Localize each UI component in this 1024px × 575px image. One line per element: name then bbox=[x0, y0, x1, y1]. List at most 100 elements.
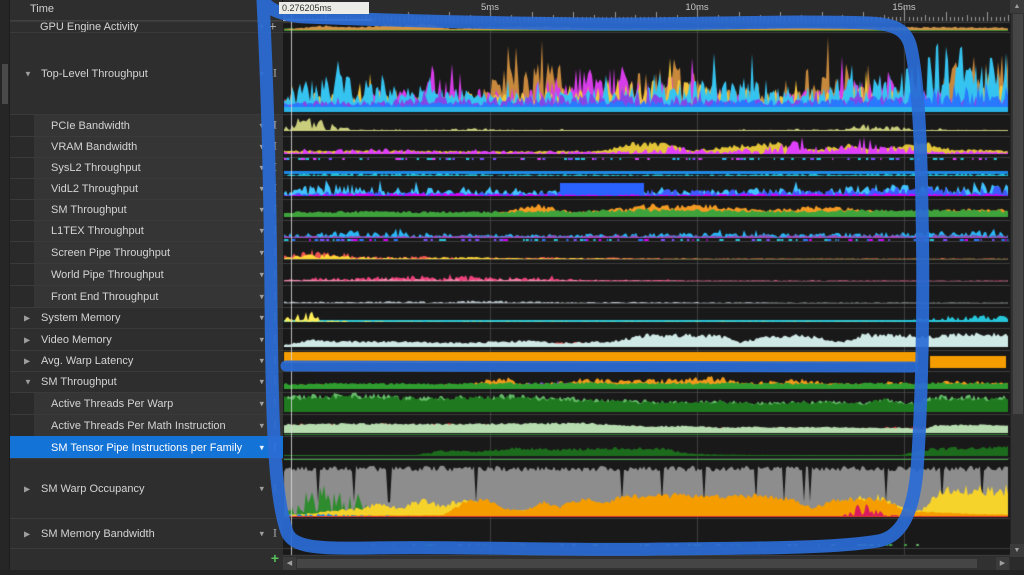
row-options-chevron-icon[interactable]: ▾ bbox=[259, 183, 264, 194]
collapsed-triangle-icon[interactable]: ▶ bbox=[24, 335, 31, 344]
sidebar-item-sysl2-throughput[interactable]: SysL2 Throughput ▾ I bbox=[10, 157, 283, 178]
ibeam-marker-icon[interactable]: I bbox=[273, 141, 277, 153]
row-options-chevron-icon[interactable]: ▾ bbox=[259, 141, 264, 152]
sidebar-footer: + bbox=[10, 548, 283, 570]
sidebar-item-sm-memory-bandwidth[interactable]: ▶ SM Memory Bandwidth ▾ I bbox=[10, 518, 283, 548]
sidebar-item-vidl2-throughput[interactable]: VidL2 Throughput ▾ I bbox=[10, 178, 283, 199]
scroll-up-button[interactable]: ▲ bbox=[1010, 0, 1024, 13]
sidebar-item-label: SM Throughput bbox=[41, 376, 117, 388]
sidebar-item-avg-warp-latency[interactable]: ▶ Avg. Warp Latency ▾ I bbox=[10, 350, 283, 371]
row-options-chevron-icon[interactable]: ▾ bbox=[259, 247, 264, 257]
sidebar-item-label: SM Throughput bbox=[51, 204, 127, 216]
sidebar-item-label: GPU Engine Activity bbox=[40, 21, 139, 32]
ibeam-marker-icon[interactable]: I bbox=[273, 269, 277, 280]
row-options-chevron-icon[interactable]: ▾ bbox=[259, 21, 264, 32]
collapsed-triangle-icon[interactable]: ▶ bbox=[24, 356, 31, 366]
sidebar-item-sm-warp-occupancy[interactable]: ▶ SM Warp Occupancy ▾ I bbox=[10, 458, 283, 518]
sidebar-item-screen-pipe-throughput[interactable]: Screen Pipe Throughput ▾ I bbox=[10, 241, 283, 263]
sidebar-item-top-level-throughput[interactable]: ▼ Top-Level Throughput ▾ I bbox=[10, 32, 283, 114]
expanded-triangle-icon[interactable]: ▼ bbox=[24, 377, 32, 387]
row-options-chevron-icon[interactable]: ▾ bbox=[259, 334, 264, 344]
sidebar-item-label: SM Memory Bandwidth bbox=[41, 527, 155, 540]
sidebar-item-label: Active Threads Per Math Instruction bbox=[51, 419, 226, 432]
sidebar-item-label: System Memory bbox=[41, 312, 121, 324]
row-options-chevron-icon[interactable]: ▾ bbox=[259, 483, 264, 493]
add-metric-row-button[interactable]: + bbox=[270, 550, 279, 566]
sidebar-item-system-memory[interactable]: ▶ System Memory ▾ I bbox=[10, 307, 283, 328]
ibeam-marker-icon[interactable]: I bbox=[273, 120, 277, 131]
sidebar-item-l1tex-throughput[interactable]: L1TEX Throughput ▾ I bbox=[10, 220, 283, 241]
row-options-chevron-icon[interactable]: ▾ bbox=[259, 420, 264, 430]
collapsed-triangle-icon[interactable]: ▶ bbox=[24, 313, 31, 323]
scroll-down-button[interactable]: ▼ bbox=[1010, 544, 1024, 557]
sidebar-item-label: PCIe Bandwidth bbox=[51, 119, 130, 132]
left-rail-scroll-thumb[interactable] bbox=[2, 64, 8, 104]
ibeam-marker-icon[interactable]: I bbox=[273, 225, 277, 237]
collapsed-triangle-icon[interactable]: ▶ bbox=[24, 529, 31, 538]
expanded-triangle-icon[interactable]: ▼ bbox=[24, 69, 32, 78]
sidebar-item-video-memory[interactable]: ▶ Video Memory ▾ I bbox=[10, 328, 283, 350]
row-options-chevron-icon[interactable]: ▾ bbox=[259, 269, 264, 279]
horizontal-scrollbar[interactable] bbox=[283, 557, 1010, 570]
time-header-label: Time bbox=[30, 3, 55, 15]
sidebar-item-sm-throughput[interactable]: SM Throughput ▾ I bbox=[10, 199, 283, 220]
row-options-chevron-icon[interactable]: ▾ bbox=[259, 528, 264, 538]
horizontal-scroll-thumb[interactable] bbox=[297, 559, 977, 568]
row-options-chevron-icon[interactable]: ▾ bbox=[259, 225, 264, 236]
sidebar-item-label: Video Memory bbox=[41, 333, 112, 346]
sidebar-item-front-end-throughput[interactable]: Front End Throughput ▾ I bbox=[10, 285, 283, 307]
ibeam-marker-icon[interactable]: I bbox=[273, 312, 277, 324]
row-options-chevron-icon[interactable]: ▾ bbox=[259, 376, 264, 387]
ibeam-marker-icon[interactable]: I bbox=[273, 355, 277, 367]
row-options-chevron-icon[interactable]: ▾ bbox=[259, 442, 264, 452]
sidebar-item-label: SysL2 Throughput bbox=[51, 162, 141, 174]
collapsed-triangle-icon[interactable]: ▶ bbox=[24, 484, 31, 493]
row-options-chevron-icon[interactable]: ▾ bbox=[259, 291, 264, 301]
scroll-right-button[interactable]: ▶ bbox=[996, 557, 1009, 570]
vertical-scrollbar[interactable] bbox=[1010, 0, 1024, 557]
sidebar-item-sm-throughput-group[interactable]: ▼ SM Throughput ▾ I bbox=[10, 371, 283, 392]
scroll-left-button[interactable]: ◀ bbox=[283, 557, 296, 570]
sidebar-item-pcie-bandwidth[interactable]: PCIe Bandwidth ▾ I bbox=[10, 114, 283, 136]
ruler-tick-label: 15ms bbox=[892, 2, 916, 13]
row-options-chevron-icon[interactable]: ▾ bbox=[259, 355, 264, 366]
ruler-tick-label: 10ms bbox=[685, 2, 709, 13]
row-options-chevron-icon[interactable]: ▾ bbox=[259, 68, 264, 78]
row-options-chevron-icon[interactable]: ▾ bbox=[259, 120, 264, 130]
vertical-scroll-thumb[interactable] bbox=[1013, 14, 1023, 414]
sidebar-item-label: World Pipe Throughput bbox=[51, 268, 164, 281]
sidebar-item-active-threads-per-math-instruction[interactable]: Active Threads Per Math Instruction ▾ I bbox=[10, 414, 283, 436]
row-options-chevron-icon[interactable]: ▾ bbox=[259, 398, 264, 408]
crosshair-icon[interactable]: + bbox=[268, 21, 277, 32]
row-options-chevron-icon[interactable]: ▾ bbox=[259, 204, 264, 215]
sidebar-item-world-pipe-throughput[interactable]: World Pipe Throughput ▾ I bbox=[10, 263, 283, 285]
sidebar-item-active-threads-per-warp[interactable]: Active Threads Per Warp ▾ I bbox=[10, 392, 283, 414]
ibeam-marker-icon[interactable]: I bbox=[273, 162, 277, 174]
sidebar-item-sm-tensor-pipe-instructions-per-family[interactable]: SM Tensor Pipe Instructions per Family ▾ I bbox=[10, 436, 283, 458]
sidebar-item-label: SM Warp Occupancy bbox=[41, 482, 145, 495]
ibeam-marker-icon[interactable]: I bbox=[273, 247, 277, 258]
sidebar-item-label: SM Tensor Pipe Instructions per Family bbox=[51, 441, 243, 454]
status-strip bbox=[0, 570, 1024, 575]
row-options-chevron-icon[interactable]: ▾ bbox=[259, 312, 264, 323]
time-cursor-tooltip: 0.276205ms bbox=[279, 2, 369, 14]
ibeam-marker-icon[interactable]: I bbox=[273, 334, 277, 345]
ibeam-marker-icon[interactable]: I bbox=[273, 291, 277, 302]
ibeam-marker-icon[interactable]: I bbox=[273, 68, 277, 79]
row-options-chevron-icon[interactable]: ▾ bbox=[259, 162, 264, 173]
sidebar-item-gpu-engine-activity[interactable]: GPU Engine Activity ▾ + bbox=[10, 21, 283, 32]
ibeam-marker-icon[interactable]: I bbox=[273, 183, 277, 195]
ibeam-marker-icon[interactable]: I bbox=[273, 442, 277, 453]
sidebar-item-label: L1TEX Throughput bbox=[51, 225, 144, 237]
ibeam-marker-icon[interactable]: I bbox=[273, 398, 277, 409]
ibeam-marker-icon[interactable]: I bbox=[273, 204, 277, 216]
sidebar-item-label: VidL2 Throughput bbox=[51, 183, 139, 195]
ibeam-marker-icon[interactable]: I bbox=[273, 528, 277, 539]
sidebar-item-vram-bandwidth[interactable]: VRAM Bandwidth ▾ I bbox=[10, 136, 283, 157]
ruler-tick-label: 5ms bbox=[481, 2, 499, 13]
left-rail bbox=[0, 0, 10, 575]
ibeam-marker-icon[interactable]: I bbox=[273, 376, 277, 388]
ibeam-marker-icon[interactable]: I bbox=[273, 483, 277, 494]
ibeam-marker-icon[interactable]: I bbox=[273, 420, 277, 431]
